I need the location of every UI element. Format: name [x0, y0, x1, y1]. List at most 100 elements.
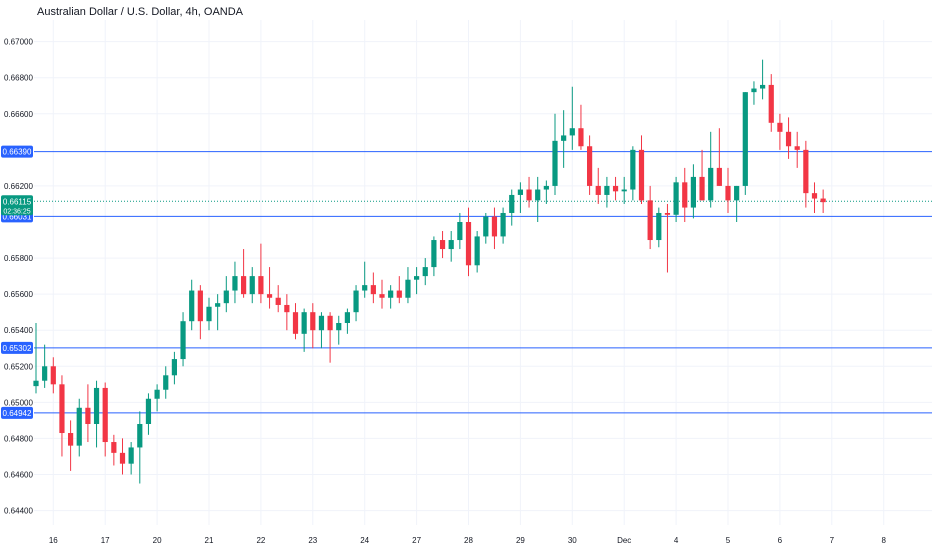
candle[interactable] [327, 312, 333, 363]
candle[interactable] [163, 366, 169, 399]
candle-body[interactable] [379, 294, 385, 298]
candle[interactable] [491, 207, 498, 250]
candle[interactable] [249, 267, 255, 304]
candle[interactable] [310, 303, 316, 349]
candle-body[interactable] [119, 452, 126, 464]
candle[interactable] [275, 285, 281, 313]
candle-body[interactable] [569, 128, 575, 136]
candle[interactable] [509, 189, 515, 226]
candle-body[interactable] [180, 321, 186, 360]
candle-body[interactable] [344, 312, 350, 323]
candle[interactable] [483, 212, 489, 244]
candle-body[interactable] [327, 315, 333, 331]
candle[interactable] [621, 176, 627, 204]
candle-body[interactable] [310, 312, 316, 331]
candle[interactable] [206, 297, 212, 331]
candle[interactable] [760, 59, 766, 100]
candle-body[interactable] [353, 290, 359, 313]
candle[interactable] [258, 243, 264, 304]
candle[interactable] [344, 308, 350, 334]
candle[interactable] [638, 135, 645, 204]
candle[interactable] [42, 344, 48, 388]
candle[interactable] [59, 375, 65, 457]
candle-body[interactable] [535, 189, 541, 201]
candle[interactable] [318, 312, 325, 349]
candle-body[interactable] [690, 176, 696, 208]
candle[interactable] [241, 249, 247, 298]
candle-body[interactable] [336, 323, 342, 331]
candle[interactable] [439, 231, 446, 259]
candle[interactable] [76, 398, 82, 457]
candle[interactable] [811, 182, 818, 213]
candle-body[interactable] [197, 290, 203, 322]
candle[interactable] [656, 207, 662, 248]
candle-body[interactable] [587, 146, 593, 186]
candle-body[interactable] [102, 387, 108, 443]
candle-body[interactable] [137, 424, 143, 448]
candle[interactable] [266, 267, 273, 309]
candle-body[interactable] [448, 240, 454, 250]
candle-body[interactable] [422, 267, 428, 277]
candle-body[interactable] [189, 290, 195, 322]
candle-body[interactable] [42, 366, 48, 381]
candle-body[interactable] [50, 366, 56, 385]
candle[interactable] [751, 81, 757, 105]
candle[interactable] [595, 167, 601, 204]
candle-body[interactable] [734, 185, 740, 201]
x-axis[interactable]: 16 17 20 21 22 23 24 27 28 29 30 Dec 4 5 6 7 8 [49, 536, 887, 545]
candle[interactable] [690, 164, 696, 219]
candle-body[interactable] [777, 122, 783, 132]
candle-body[interactable] [266, 294, 273, 298]
candle[interactable] [292, 303, 299, 340]
candle-body[interactable] [491, 216, 498, 237]
candle[interactable] [708, 131, 714, 208]
candle-body[interactable] [664, 212, 671, 215]
candle[interactable] [587, 135, 593, 195]
candle-body[interactable] [206, 306, 212, 322]
candle-body[interactable] [171, 359, 177, 376]
candle[interactable] [535, 176, 541, 222]
candle[interactable] [448, 231, 454, 262]
candle[interactable] [561, 110, 567, 168]
candle-body[interactable] [656, 212, 662, 241]
candle[interactable] [85, 384, 91, 443]
candle-body[interactable] [768, 84, 774, 123]
candle-body[interactable] [59, 384, 65, 434]
candle-body[interactable] [388, 290, 394, 298]
candle-body[interactable] [699, 176, 705, 201]
candle[interactable] [102, 382, 108, 457]
candle[interactable] [50, 357, 56, 394]
candle[interactable] [111, 434, 117, 466]
candle-body[interactable] [465, 222, 472, 266]
candle[interactable] [794, 131, 800, 168]
candle-body[interactable] [292, 312, 299, 334]
candle-body[interactable] [439, 240, 446, 250]
candle-body[interactable] [785, 131, 792, 147]
candle-body[interactable] [630, 149, 636, 190]
candle-body[interactable] [241, 276, 247, 295]
candle[interactable] [500, 207, 506, 244]
y-axis[interactable]: 0.67000 0.66800 0.66600 0.66200 0.65800 0.656… [4, 38, 33, 516]
candle[interactable] [370, 272, 376, 304]
candle-body[interactable] [405, 279, 411, 298]
candle-body[interactable] [673, 182, 679, 215]
candle-body[interactable] [725, 185, 731, 201]
candle-body[interactable] [647, 200, 653, 241]
candle-body[interactable] [794, 146, 800, 150]
candle[interactable] [353, 285, 359, 322]
candle-body[interactable] [604, 185, 610, 195]
candle[interactable] [154, 384, 160, 412]
candle[interactable] [785, 117, 792, 159]
candle[interactable] [215, 294, 221, 331]
candle[interactable] [396, 276, 402, 304]
candle[interactable] [526, 176, 532, 208]
candle[interactable] [388, 285, 394, 309]
candle[interactable] [517, 182, 523, 213]
candle-body[interactable] [68, 433, 74, 446]
candle[interactable] [336, 315, 342, 345]
candle-body[interactable] [742, 92, 748, 186]
candle[interactable] [119, 438, 126, 475]
candle-body[interactable] [457, 222, 463, 241]
candle[interactable] [803, 140, 809, 208]
